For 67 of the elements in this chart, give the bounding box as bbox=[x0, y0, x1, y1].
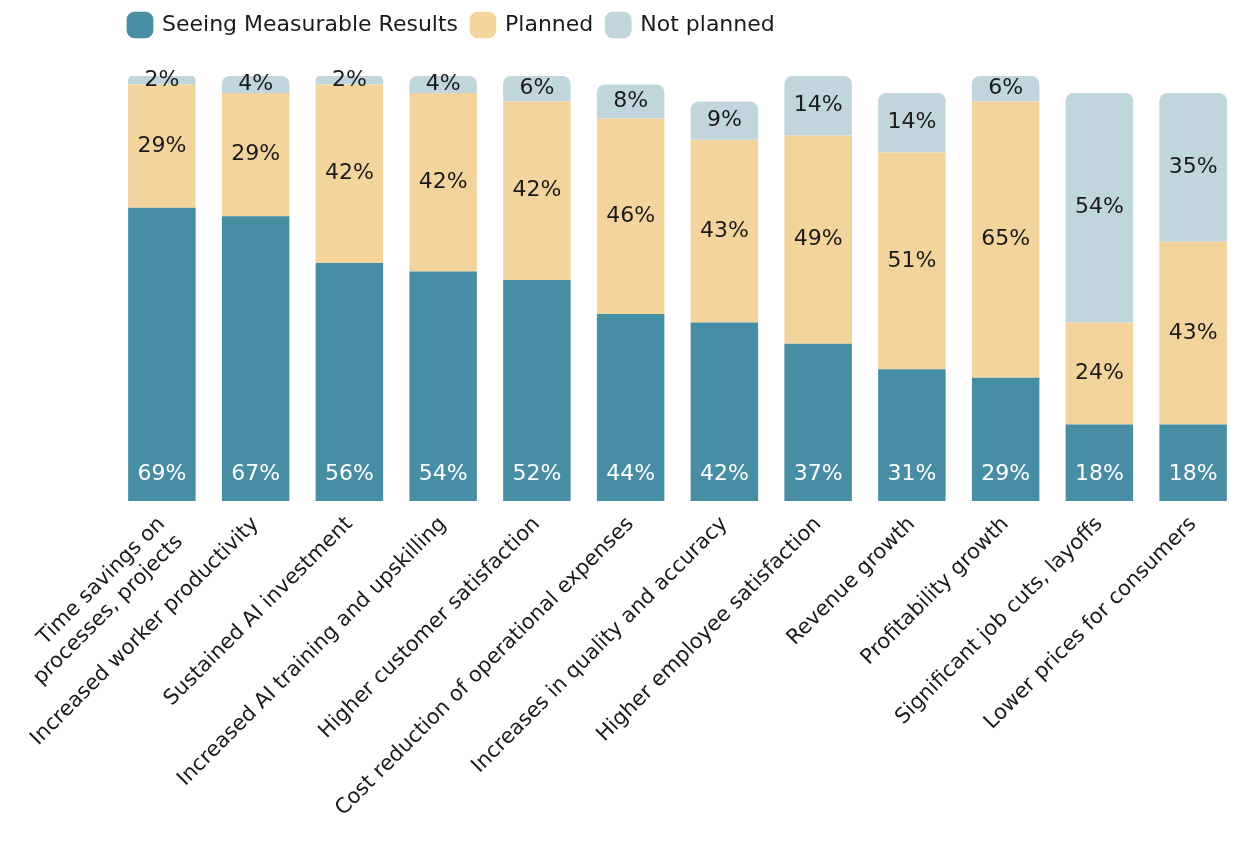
data-label: 4% bbox=[238, 70, 274, 96]
bar bbox=[1159, 93, 1227, 242]
data-label: 4% bbox=[425, 70, 461, 96]
data-label: 46% bbox=[606, 201, 656, 227]
bar bbox=[971, 377, 1040, 502]
data-label: 49% bbox=[793, 225, 843, 251]
bar bbox=[221, 216, 290, 502]
bar bbox=[971, 101, 1040, 378]
data-label: 51% bbox=[887, 246, 937, 272]
bar bbox=[128, 84, 196, 208]
data-label: 54% bbox=[418, 459, 468, 485]
bar bbox=[315, 84, 384, 264]
data-label: 52% bbox=[512, 459, 562, 485]
data-label: 18% bbox=[1074, 459, 1124, 485]
bar bbox=[596, 118, 665, 315]
data-label: 29% bbox=[231, 140, 281, 166]
data-label: 6% bbox=[519, 74, 555, 100]
data-label: 2% bbox=[331, 65, 367, 91]
bar bbox=[409, 93, 477, 272]
bar bbox=[1065, 424, 1134, 502]
bar bbox=[878, 93, 946, 153]
bar bbox=[1159, 241, 1227, 425]
data-label: 2% bbox=[144, 65, 180, 91]
data-label: 8% bbox=[613, 87, 649, 113]
data-label: 67% bbox=[231, 459, 281, 485]
bar bbox=[409, 271, 477, 502]
data-label: 29% bbox=[981, 459, 1031, 485]
data-label: 35% bbox=[1168, 153, 1218, 179]
data-label: 42% bbox=[512, 176, 562, 202]
data-label: 14% bbox=[793, 91, 843, 117]
bar bbox=[1159, 424, 1227, 502]
data-label: 43% bbox=[1168, 318, 1218, 344]
data-label: 65% bbox=[981, 225, 1031, 251]
data-label: 69% bbox=[137, 459, 187, 485]
data-label: 42% bbox=[418, 167, 468, 193]
bar bbox=[690, 139, 759, 323]
bar bbox=[503, 101, 571, 281]
bar bbox=[503, 280, 571, 502]
bar bbox=[878, 369, 946, 502]
data-label: 42% bbox=[324, 159, 374, 185]
data-label: 43% bbox=[699, 216, 749, 242]
bar bbox=[784, 343, 852, 502]
data-label: 18% bbox=[1168, 459, 1218, 485]
bar bbox=[128, 207, 196, 502]
legend-label: Planned bbox=[505, 10, 594, 36]
data-label: 24% bbox=[1074, 359, 1124, 385]
data-label: 6% bbox=[988, 74, 1024, 100]
legend-label: Not planned bbox=[640, 10, 775, 36]
bar bbox=[221, 93, 290, 217]
bar bbox=[784, 76, 852, 136]
bar bbox=[784, 135, 852, 344]
bar bbox=[315, 263, 384, 502]
bar bbox=[1065, 93, 1134, 323]
bar bbox=[690, 322, 759, 502]
data-label: 31% bbox=[887, 459, 937, 485]
legend-label: Seeing Measurable Results bbox=[162, 10, 459, 36]
data-label: 44% bbox=[606, 459, 656, 485]
data-label: 54% bbox=[1074, 193, 1124, 219]
data-label: 56% bbox=[324, 459, 374, 485]
data-label: 37% bbox=[793, 459, 843, 485]
bar bbox=[878, 152, 946, 370]
data-label: 14% bbox=[887, 108, 937, 134]
data-label: 29% bbox=[137, 131, 187, 157]
bar bbox=[1065, 322, 1134, 425]
data-label: 9% bbox=[706, 106, 742, 132]
data-label: 42% bbox=[699, 459, 749, 485]
bar bbox=[596, 314, 665, 502]
